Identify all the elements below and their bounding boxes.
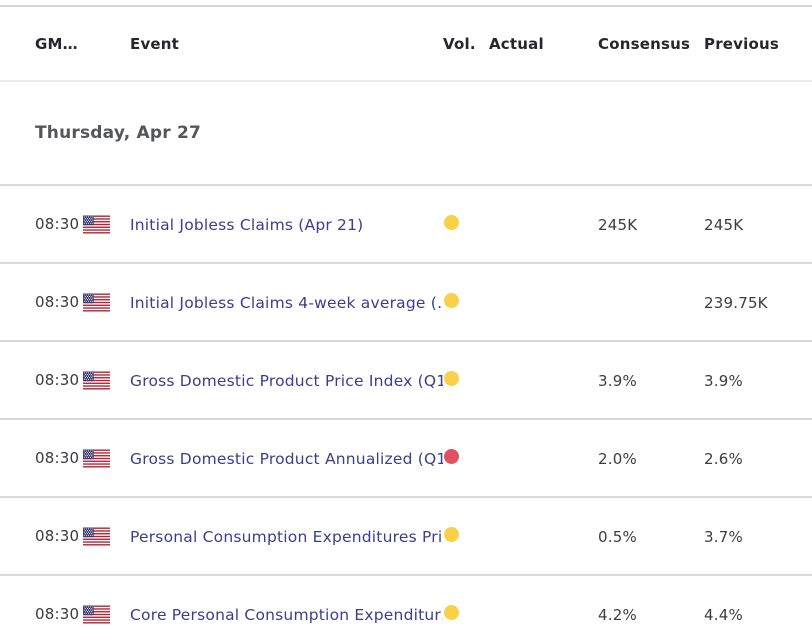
consensus-cell: 4.2% <box>598 605 704 624</box>
event-link[interactable]: Initial Jobless Claims (Apr 21) <box>130 215 364 234</box>
table-header-row: GM… Event Vol. Actual Consensus Previous <box>0 7 812 82</box>
previous-cell: 2.6% <box>704 449 812 468</box>
volatility-dot <box>444 214 459 230</box>
event-time: 08:30 <box>35 371 80 389</box>
volatility-cell <box>443 448 489 468</box>
previous-cell: 3.9% <box>704 371 812 390</box>
event-link[interactable]: Gross Domestic Product Annualized (Q1… <box>130 449 443 468</box>
table-row: 08:30 Gross Domestic Product Annualized … <box>0 420 812 498</box>
previous-value: 245K <box>704 215 744 234</box>
event-cell: Gross Domestic Product Price Index (Q1)… <box>130 371 443 390</box>
volatility-dot <box>444 526 459 542</box>
consensus-value: 245K <box>598 215 638 234</box>
previous-value: 239.75K <box>704 293 768 312</box>
gmt-cell: 08:30 <box>35 371 130 390</box>
consensus-cell: 0.5% <box>598 527 704 546</box>
event-link[interactable]: Gross Domestic Product Price Index (Q1)… <box>130 371 443 390</box>
us-flag-icon <box>83 527 110 546</box>
event-link[interactable]: Initial Jobless Claims 4-week average (… <box>130 293 443 312</box>
consensus-value: 2.0% <box>598 449 637 468</box>
table-row: 08:30 Personal Consumption Expenditures … <box>0 498 812 576</box>
volatility-cell <box>443 214 489 234</box>
gmt-cell: 08:30 <box>35 293 130 312</box>
consensus-cell: 3.9% <box>598 371 704 390</box>
event-link[interactable]: Core Personal Consumption Expenditur… <box>130 605 443 624</box>
col-header-event: Event <box>130 34 180 53</box>
col-header-vol: Vol. <box>443 34 476 53</box>
table-row: 08:30 Gross Domestic Product Price Index… <box>0 342 812 420</box>
volatility-dot <box>444 292 459 308</box>
event-time: 08:30 <box>35 215 80 233</box>
event-rows: 08:30 Initial Jobless Claims (Apr 21) 24… <box>0 186 812 642</box>
event-time: 08:30 <box>35 293 80 311</box>
previous-value: 3.7% <box>704 527 743 546</box>
us-flag-icon <box>83 371 110 390</box>
consensus-value: 0.5% <box>598 527 637 546</box>
event-time: 08:30 <box>35 605 80 623</box>
volatility-cell <box>443 370 489 390</box>
consensus-value: 3.9% <box>598 371 637 390</box>
volatility-cell <box>443 604 489 624</box>
date-header: Thursday, Apr 27 <box>35 123 202 143</box>
consensus-cell: 2.0% <box>598 449 704 468</box>
gmt-cell: 08:30 <box>35 605 130 624</box>
volatility-cell <box>443 526 489 546</box>
event-cell: Core Personal Consumption Expenditur… <box>130 605 443 624</box>
event-cell: Initial Jobless Claims (Apr 21) <box>130 215 443 234</box>
previous-cell: 4.4% <box>704 605 812 624</box>
gmt-cell: 08:30 <box>35 215 130 234</box>
table-row: 08:30 Core Personal Consumption Expendit… <box>0 576 812 642</box>
previous-value: 2.6% <box>704 449 743 468</box>
col-header-consensus: Consensus <box>598 34 691 53</box>
economic-calendar-table: GM… Event Vol. Actual Consensus Previous… <box>0 5 812 642</box>
event-cell: Initial Jobless Claims 4-week average (… <box>130 293 443 312</box>
previous-cell: 3.7% <box>704 527 812 546</box>
event-time: 08:30 <box>35 449 80 467</box>
us-flag-icon <box>83 293 110 312</box>
us-flag-icon <box>83 605 110 624</box>
table-row: 08:30 Initial Jobless Claims 4-week aver… <box>0 264 812 342</box>
previous-cell: 245K <box>704 215 812 234</box>
volatility-dot <box>444 604 459 620</box>
col-header-actual: Actual <box>489 34 544 53</box>
event-link[interactable]: Personal Consumption Expenditures Pri… <box>130 527 443 546</box>
consensus-cell: 245K <box>598 215 704 234</box>
col-header-previous: Previous <box>704 34 779 53</box>
previous-value: 3.9% <box>704 371 743 390</box>
previous-cell: 239.75K <box>704 293 812 312</box>
gmt-cell: 08:30 <box>35 449 130 468</box>
volatility-dot <box>444 448 459 464</box>
date-header-row: Thursday, Apr 27 <box>0 82 812 186</box>
gmt-cell: 08:30 <box>35 527 130 546</box>
consensus-value: 4.2% <box>598 605 637 624</box>
event-time: 08:30 <box>35 527 80 545</box>
volatility-dot <box>444 370 459 386</box>
table-row: 08:30 Initial Jobless Claims (Apr 21) 24… <box>0 186 812 264</box>
us-flag-icon <box>83 215 110 234</box>
col-header-gmt: GM… <box>35 34 78 53</box>
previous-value: 4.4% <box>704 605 743 624</box>
us-flag-icon <box>83 449 110 468</box>
volatility-cell <box>443 292 489 312</box>
event-cell: Personal Consumption Expenditures Pri… <box>130 527 443 546</box>
event-cell: Gross Domestic Product Annualized (Q1… <box>130 449 443 468</box>
